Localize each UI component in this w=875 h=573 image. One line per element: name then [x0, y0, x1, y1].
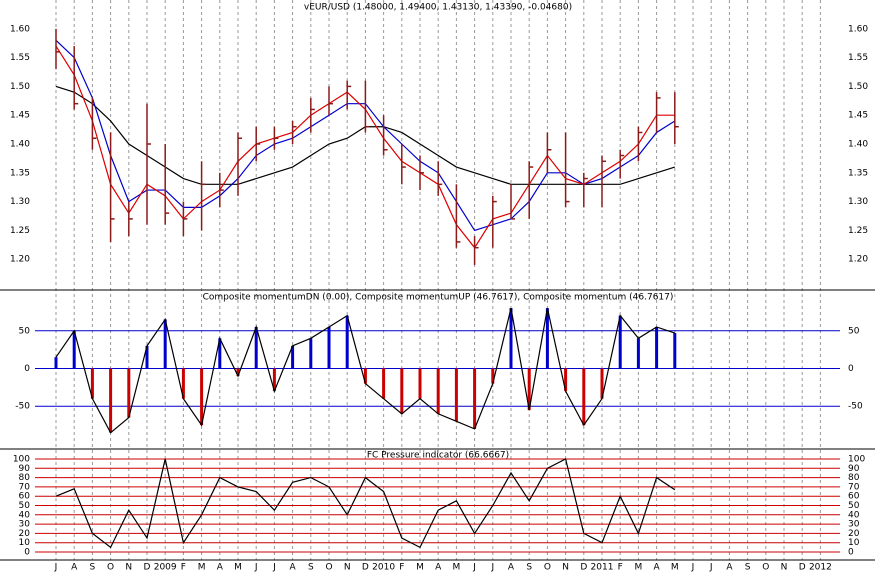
x-tick-label: 2009	[154, 563, 177, 573]
y-tick-label-right: 70	[848, 482, 860, 492]
line	[55, 307, 675, 434]
y-tick-label-right: 60	[848, 492, 860, 502]
x-tick-label: J	[272, 563, 276, 573]
y-tick-label: -50	[15, 402, 30, 412]
y-tick-label: 100	[13, 454, 30, 464]
x-tick-label: J	[691, 563, 695, 573]
x-tick-label: J	[54, 563, 58, 573]
y-tick-label: 1.25	[10, 226, 30, 236]
y-tick-label: 70	[19, 482, 31, 492]
x-tick-label: S	[308, 563, 314, 573]
y-tick-label-right: 1.30	[848, 197, 868, 207]
y-tick-label-right: 1.55	[848, 53, 868, 63]
x-tick-label: N	[344, 563, 351, 573]
x-tick-label: A	[217, 563, 224, 573]
x-tick-label: A	[726, 563, 733, 573]
x-tick-label: N	[125, 563, 132, 573]
x-tick-label: A	[71, 563, 78, 573]
y-tick-label: 10	[19, 538, 31, 548]
y-tick-label-right: -50	[848, 402, 863, 412]
y-tick-label: 90	[19, 464, 31, 474]
y-tick-label: 1.60	[10, 24, 30, 34]
x-tick-label: O	[544, 563, 551, 573]
x-tick-label: J	[709, 563, 713, 573]
y-tick-label-right: 80	[848, 473, 860, 483]
y-tick-label-right: 0	[848, 364, 854, 374]
y-tick-label-right: 50	[848, 326, 860, 336]
y-tick-label: 30	[19, 520, 31, 530]
x-tick-label: D	[799, 563, 806, 573]
x-tick-label: A	[435, 563, 442, 573]
y-tick-label: 20	[19, 529, 31, 539]
y-tick-label: 1.30	[10, 197, 30, 207]
x-tick-label: S	[745, 563, 751, 573]
x-tick-label: F	[399, 563, 404, 573]
x-tick-label: A	[654, 563, 661, 573]
y-tick-label-right: 1.40	[848, 140, 868, 150]
x-tick-label: O	[107, 563, 114, 573]
y-tick-label: 1.45	[10, 111, 30, 121]
x-tick-label: M	[635, 563, 643, 573]
y-tick-label-right: 0	[848, 548, 854, 558]
x-tick-label: 2010	[372, 563, 395, 573]
y-tick-label: 40	[19, 510, 31, 520]
y-tick-label: 1.50	[10, 82, 30, 92]
y-tick-label: 0	[24, 364, 30, 374]
y-tick-label: 50	[19, 501, 31, 511]
x-tick-label: A	[290, 563, 297, 573]
y-tick-label: 1.40	[10, 140, 30, 150]
y-tick-label-right: 90	[848, 464, 860, 474]
y-tick-label: 1.20	[10, 255, 30, 265]
y-tick-label-right: 1.60	[848, 24, 868, 34]
y-tick-label: 60	[19, 492, 31, 502]
y-tick-label-right: 40	[848, 510, 860, 520]
y-tick-label-right: 100	[848, 454, 865, 464]
x-tick-label: F	[181, 563, 186, 573]
x-tick-label: F	[618, 563, 623, 573]
momentum-title: Composite momentumDN (0.00), Composite m…	[203, 293, 674, 303]
x-tick-label: N	[562, 563, 569, 573]
y-tick-label-right: 1.20	[848, 255, 868, 265]
x-tick-label: S	[90, 563, 96, 573]
x-tick-label: D	[144, 563, 151, 573]
x-tick-label: M	[234, 563, 242, 573]
y-tick-label: 1.35	[10, 168, 30, 178]
x-tick-label: A	[508, 563, 515, 573]
line	[55, 458, 676, 549]
y-tick-label-right: 20	[848, 529, 860, 539]
y-tick-label-right: 1.50	[848, 82, 868, 92]
x-tick-label: M	[416, 563, 424, 573]
x-tick-label: J	[472, 563, 476, 573]
x-tick-label: J	[254, 563, 258, 573]
x-tick-label: D	[362, 563, 369, 573]
y-tick-label: 80	[19, 473, 31, 483]
x-tick-label: M	[453, 563, 461, 573]
y-tick-label-right: 1.25	[848, 226, 868, 236]
y-tick-label: 1.55	[10, 53, 30, 63]
x-tick-label: D	[580, 563, 587, 573]
x-tick-label: N	[781, 563, 788, 573]
y-tick-label-right: 10	[848, 538, 860, 548]
x-tick-label: 2012	[809, 563, 832, 573]
x-tick-label: 2011	[591, 563, 614, 573]
x-tick-label: M	[198, 563, 206, 573]
x-tick-label: M	[671, 563, 679, 573]
y-tick-label: 50	[19, 326, 31, 336]
x-tick-label: J	[490, 563, 494, 573]
y-tick-label-right: 1.45	[848, 111, 868, 121]
pressure-title: FC Pressure indicator (66.6667)	[367, 451, 509, 461]
x-tick-label: S	[526, 563, 532, 573]
y-tick-label-right: 50	[848, 501, 860, 511]
x-tick-label: O	[762, 563, 769, 573]
price-title: vEUR/USD (1.48000, 1.49400, 1.43130, 1.4…	[304, 3, 572, 13]
y-tick-label-right: 30	[848, 520, 860, 530]
x-tick-label: O	[325, 563, 332, 573]
y-tick-label: 0	[24, 548, 30, 558]
y-tick-label-right: 1.35	[848, 168, 868, 178]
